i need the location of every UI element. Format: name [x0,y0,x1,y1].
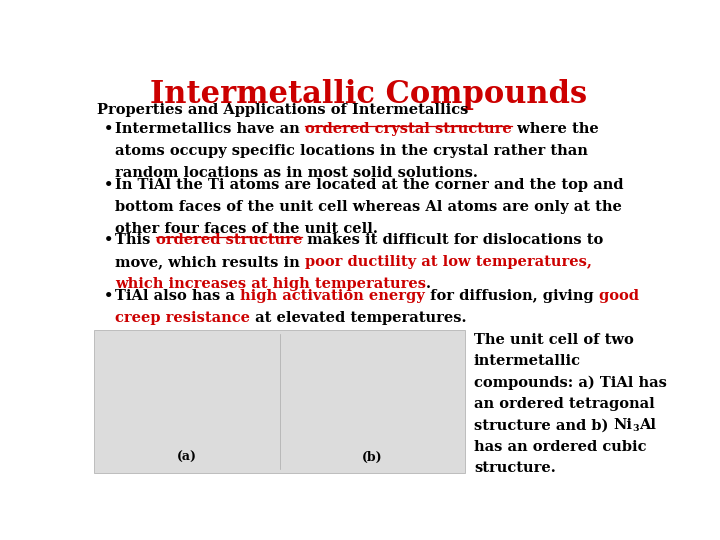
Text: creep resistance: creep resistance [115,311,250,325]
Text: Intermetallics have an: Intermetallics have an [115,122,305,136]
Text: structure and b): structure and b) [474,418,613,433]
Text: high activation energy: high activation energy [240,289,425,303]
Bar [94,329,465,473]
Text: (b): (b) [362,451,382,464]
Text: Ni: Ni [613,418,632,433]
Text: Intermetallic Compounds: Intermetallic Compounds [150,79,588,110]
Text: atoms occupy specific locations in the crystal rather than: atoms occupy specific locations in the c… [115,144,593,158]
Text: an ordered tetragonal: an ordered tetragonal [474,397,654,411]
Text: The unit cell of two: The unit cell of two [474,333,634,347]
Text: .: . [426,278,431,291]
Text: •: • [104,289,113,303]
Text: Properties and Applications of Intermetallics: Properties and Applications of Intermeta… [96,103,468,117]
Text: other four faces of the unit cell.: other four faces of the unit cell. [115,222,378,236]
Text: at elevated temperatures.: at elevated temperatures. [250,311,467,325]
Text: makes it difficult for dislocations to: makes it difficult for dislocations to [302,233,608,247]
Text: which increases at high temperatures: which increases at high temperatures [115,278,426,291]
Text: good: good [598,289,644,303]
Text: move, which results in: move, which results in [115,255,305,269]
Text: for diffusion, giving: for diffusion, giving [425,289,598,303]
Text: poor ductility at low temperatures,: poor ductility at low temperatures, [305,255,597,269]
Text: ordered structure: ordered structure [156,233,302,247]
Text: 3: 3 [632,424,639,433]
Text: where the: where the [512,122,603,136]
Text: This: This [115,233,156,247]
Text: In TiAl the Ti atoms are located at the corner and the top and: In TiAl the Ti atoms are located at the … [115,178,629,192]
Text: Al: Al [639,418,656,433]
Text: (a): (a) [177,451,197,464]
Text: ordered crystal structure: ordered crystal structure [305,122,512,136]
Text: intermetallic: intermetallic [474,354,581,368]
Text: bottom faces of the unit cell whereas Al atoms are only at the: bottom faces of the unit cell whereas Al… [115,200,627,214]
Text: compounds: a) TiAl has: compounds: a) TiAl has [474,376,667,390]
Text: structure.: structure. [474,461,556,475]
Text: •: • [104,178,113,192]
Text: has an ordered cubic: has an ordered cubic [474,440,647,454]
Text: •: • [104,233,113,247]
Text: random locations as in most solid solutions.: random locations as in most solid soluti… [115,166,478,180]
Text: •: • [104,122,113,136]
Text: TiAl also has a: TiAl also has a [115,289,240,303]
